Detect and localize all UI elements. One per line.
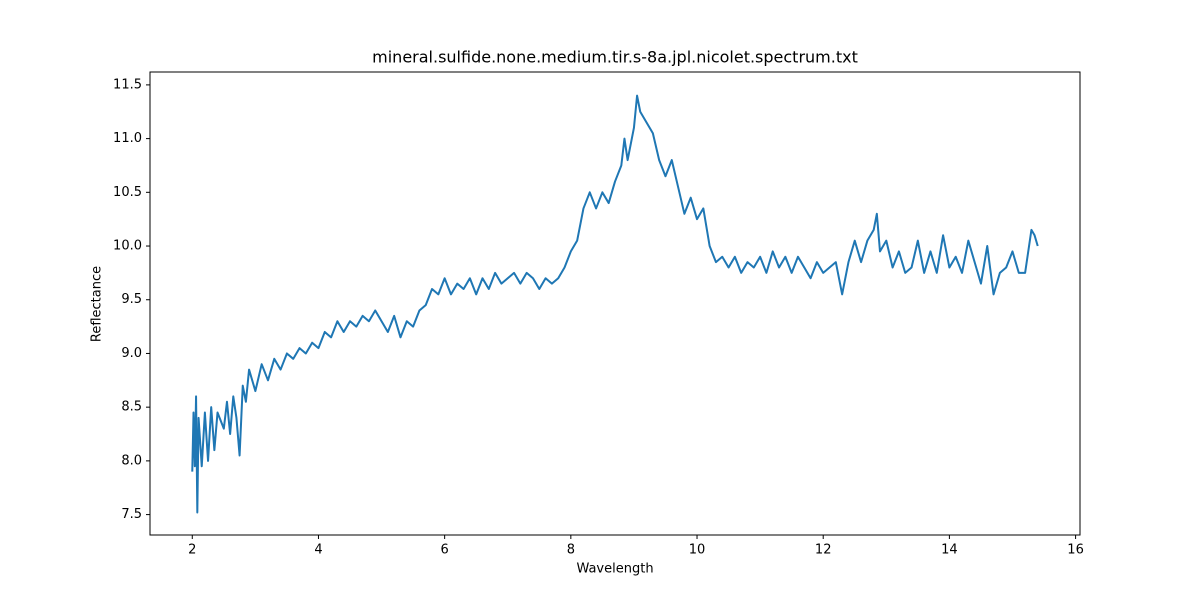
x-tick-label: 4 (314, 543, 322, 558)
y-tick-label: 11.5 (113, 77, 142, 92)
x-tick-label: 2 (188, 543, 196, 558)
y-tick-label: 8.0 (121, 453, 142, 468)
y-tick-label: 8.5 (121, 400, 142, 415)
y-axis-label: Reflectance (90, 266, 105, 342)
x-tick-label: 16 (1067, 543, 1084, 558)
y-tick-label: 10.5 (113, 185, 142, 200)
y-tick-label: 7.5 (121, 507, 142, 522)
y-tick-label: 11.0 (113, 131, 142, 146)
x-tick-label: 8 (567, 543, 575, 558)
plot-frame (149, 71, 1081, 536)
x-tick-label: 6 (441, 543, 449, 558)
chart-title: mineral.sulfide.none.medium.tir.s-8a.jpl… (372, 48, 858, 67)
x-tick-label: 14 (941, 543, 958, 558)
y-tick-label: 9.0 (121, 346, 142, 361)
y-tick-label: 10.0 (113, 239, 142, 254)
x-tick-label: 10 (689, 543, 706, 558)
x-tick-label: 12 (815, 543, 832, 558)
x-axis-label: Wavelength (576, 562, 653, 577)
spectrum-line (191, 94, 1039, 514)
y-tick-label: 9.5 (121, 292, 142, 307)
